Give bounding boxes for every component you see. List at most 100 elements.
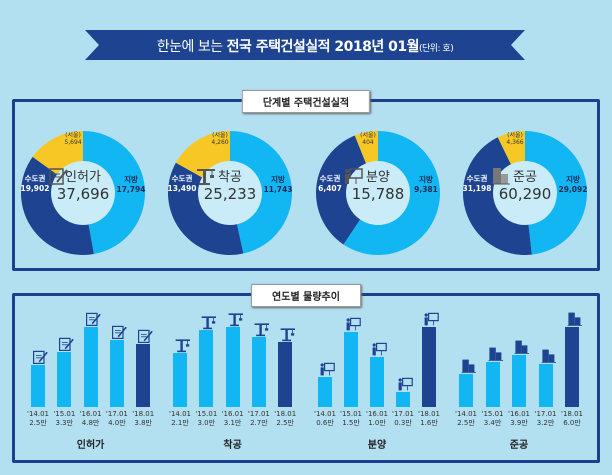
bar-year: '14.01: [27, 410, 49, 418]
bar-year: '14.01: [314, 410, 336, 418]
donut-2: 수도권 6,407 지방 9,381 (서울) 404 분양 15,788: [313, 128, 443, 258]
bar-year: '17.01: [247, 410, 270, 418]
bar: [318, 377, 332, 407]
donut-center-text: 분양 15,788: [343, 166, 413, 203]
presentation-board-icon: [346, 317, 361, 331]
bar-year: '15.01: [195, 410, 218, 418]
bar-year: '16.01: [508, 410, 530, 418]
region-label: 지방 29,092: [558, 175, 588, 194]
region-slice: [525, 131, 587, 255]
stage-panel-label: 단계별 주택건설실적: [241, 90, 371, 113]
donut-center-text: 인허가 37,696: [48, 166, 118, 203]
bar-value: 1.6만: [420, 419, 438, 427]
ribbon-shape: [85, 30, 525, 60]
metro-slice: [21, 156, 94, 255]
document-pen-icon: [49, 168, 68, 185]
donut-0: 수도권 19,902 지방 17,794 (서울) 5,694 인허가 37,696: [18, 128, 148, 258]
group-label: 분양: [367, 440, 387, 451]
region-label: 지방 9,381: [414, 175, 438, 194]
stage-name: 분양: [366, 170, 390, 185]
bar-label: '17.01 4.0만: [102, 410, 132, 428]
title-banner: 한눈에 보는 전국 주택건설실적 2018년 01월(단위: 호): [85, 30, 525, 60]
bar-year: '16.01: [221, 410, 244, 418]
bar: [173, 352, 187, 407]
donut-1: 수도권 13,490 지방 11,743 (서울) 4,260 착공 25,233: [165, 128, 295, 258]
bar-label: '14.01 0.6만: [310, 410, 340, 428]
bar-label: '17.01 2.7만: [244, 410, 274, 428]
bar-year: '17.01: [534, 410, 557, 418]
crane-icon: [175, 339, 190, 352]
buildings-icon: [488, 347, 503, 361]
crane-icon: [201, 315, 217, 329]
seoul-slice: [32, 131, 83, 175]
title-unit: (단위: 호): [418, 44, 454, 54]
bar-year: '18.01: [132, 410, 155, 418]
bar: [396, 392, 410, 407]
bar-value: 6.0만: [563, 419, 581, 427]
bar-label: '17.01 3.2만: [531, 410, 561, 428]
bar-value: 2.5만: [457, 419, 475, 427]
metro-label: 수도권 13,490: [167, 174, 197, 193]
bar-label: '17.01 0.3만: [388, 410, 418, 428]
metro-slice: [463, 137, 532, 255]
bar-value: 2.7만: [250, 419, 268, 427]
document-pen-icon: [85, 312, 101, 326]
presentation-board-icon: [372, 342, 387, 356]
seoul-label: (서울) 404: [360, 132, 376, 146]
bar-year: '17.01: [105, 410, 128, 418]
bar-value: 2.5만: [276, 419, 294, 427]
bar: [278, 342, 293, 407]
bar: [136, 343, 151, 407]
bar: [199, 329, 214, 407]
buildings-icon: [567, 312, 582, 326]
buildings-icon: [514, 340, 529, 354]
bar-value: 4.8만: [81, 419, 100, 427]
buildings-icon: [492, 168, 510, 185]
bar: [83, 327, 98, 407]
bar-label: '18.01 6.0만: [557, 410, 587, 428]
bar-year: '14.01: [455, 410, 477, 418]
title-main: 전국 주택건설실적 2018년 01월: [226, 39, 420, 55]
bar-value: 1.5만: [342, 419, 360, 427]
bar: [109, 340, 124, 407]
seoul-label: (서울) 5,694: [64, 132, 82, 146]
bar-label: '18.01 1.6만: [414, 410, 444, 428]
stage-total: 37,696: [56, 185, 110, 203]
metro-label: 수도권 19,902: [20, 174, 50, 193]
stage-name: 착공: [218, 170, 242, 185]
bar-value: 3.0만: [197, 419, 216, 427]
seoul-label: (서울) 4,366: [506, 132, 524, 146]
region-slice: [230, 131, 292, 254]
donut-center-text: 착공 25,233: [195, 166, 265, 203]
bar-value: 4.0만: [108, 419, 126, 427]
bar-label: '15.01 1.5만: [336, 410, 366, 428]
bar-label: '16.01 3.1만: [218, 410, 248, 428]
bar-label: '14.01 2.1만: [165, 410, 195, 428]
stage-name: 인허가: [65, 170, 101, 185]
bar-value: 3.2만: [536, 419, 555, 427]
document-pen-icon: [33, 351, 48, 365]
region-label: 지방 11,743: [263, 175, 293, 194]
buildings-icon: [461, 359, 476, 373]
donut-3: 수도권 31,198 지방 29,092 (서울) 4,366 준공 60,290: [460, 128, 590, 258]
bar-value: 3.3만: [55, 419, 74, 427]
title-prefix: 한눈에 보는: [156, 39, 227, 55]
stage-name: 준공: [513, 170, 537, 185]
presentation-board-icon: [398, 377, 413, 391]
seoul-slice: [354, 131, 378, 164]
bar: [344, 332, 358, 407]
group-label: 인허가: [76, 440, 105, 451]
bar-label: '16.01 4.8만: [76, 410, 106, 428]
bar: [57, 352, 72, 407]
page-title: 한눈에 보는 전국 주택건설실적 2018년 01월(단위: 호): [85, 36, 525, 56]
bar-label: '18.01 3.8만: [128, 410, 158, 428]
bar: [422, 327, 436, 407]
stage-total: 15,788: [351, 185, 405, 203]
metro-label: 수도권 6,407: [318, 174, 342, 193]
bar-value: 3.4만: [483, 419, 502, 427]
bar-year: '18.01: [274, 410, 297, 418]
bar: [251, 337, 266, 407]
bar-label: '18.01 2.5만: [270, 410, 300, 428]
crane-icon: [280, 328, 296, 342]
bar-year: '15.01: [481, 410, 504, 418]
